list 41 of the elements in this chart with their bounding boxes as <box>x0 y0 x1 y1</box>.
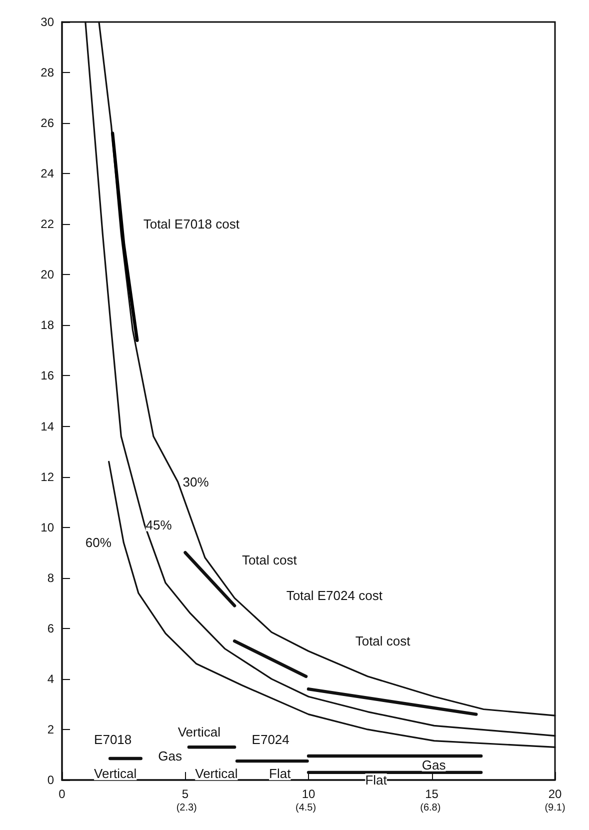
annotation: Total E7018 cost <box>143 216 240 232</box>
x2-tick-label: (9.1) <box>544 802 566 814</box>
x-tick-label: 20 <box>548 787 562 801</box>
y-tick-label: 20 <box>40 268 54 282</box>
annotation: Total cost <box>242 552 298 568</box>
y-tick-label: 24 <box>40 166 54 181</box>
x-tick-label: 5 <box>182 787 189 801</box>
x-tick-label: 0 <box>58 787 66 801</box>
x2-tick-label: (2.3) <box>176 802 197 814</box>
annotation: Flat <box>269 766 292 782</box>
y-tick-label: 30 <box>40 15 54 29</box>
y-tick-label: 0 <box>47 773 54 787</box>
x2-tick-label: (4.5) <box>296 802 316 814</box>
annotation: 60% <box>85 534 112 550</box>
y-tick-label: 8 <box>47 570 54 585</box>
annotation: Vertical <box>94 766 137 782</box>
annotation: 45% <box>146 517 172 532</box>
y-tick-label: 18 <box>40 318 54 332</box>
annotation: Vertical <box>195 766 238 782</box>
y-tick-label: 6 <box>47 621 54 636</box>
y-tick-label: 26 <box>40 116 54 130</box>
annotation: E7024 <box>252 732 290 748</box>
y-tick-label: 16 <box>40 368 54 383</box>
y-tick-label: 12 <box>40 470 54 484</box>
annotation: Gas <box>158 748 182 764</box>
y-tick-label: 4 <box>47 672 54 686</box>
annotation: Vertical <box>178 724 221 740</box>
y-tick-label: 2 <box>47 722 54 736</box>
x-tick-label: 10 <box>302 787 316 801</box>
annotation: E7018 <box>94 732 132 748</box>
annotation: Total E7024 cost <box>286 588 383 604</box>
y-tick-label: 28 <box>40 66 54 80</box>
y-tick-label: 14 <box>40 419 54 434</box>
y-tick-label: 10 <box>40 520 54 534</box>
annotation: Flat <box>365 772 388 788</box>
y-tick-label: 22 <box>40 217 54 232</box>
annotation: Total cost <box>355 634 411 649</box>
annotation: 30% <box>182 474 210 490</box>
x2-tick-label: (6.8) <box>420 802 441 814</box>
x-tick-label: 15 <box>425 787 439 801</box>
annotation: Gas <box>422 757 446 772</box>
